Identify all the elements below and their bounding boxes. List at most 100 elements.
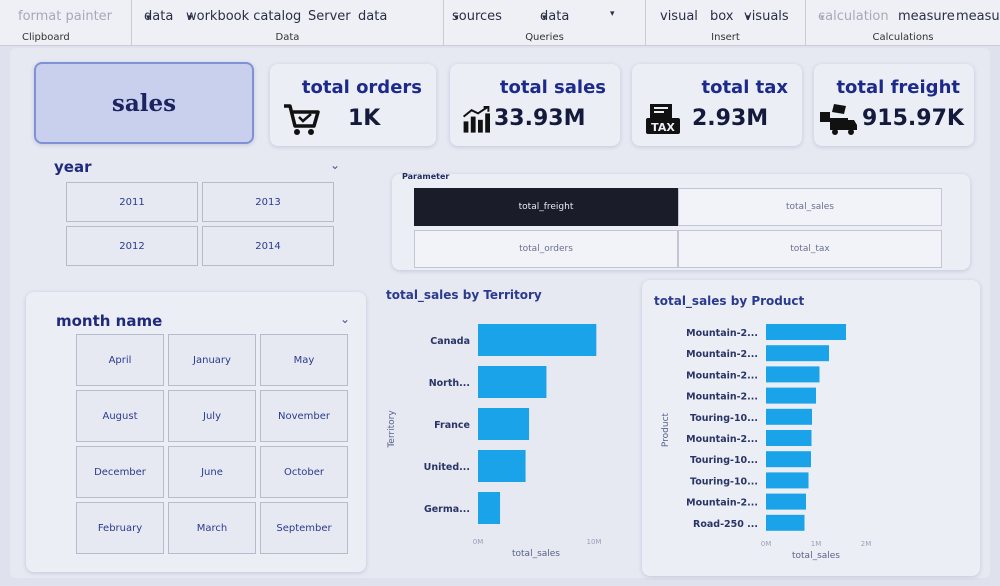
growth-chart-icon: [462, 106, 490, 133]
parameter-option[interactable]: total_orders: [414, 230, 678, 268]
category-label: Mountain-2...: [686, 434, 758, 445]
data-button[interactable]: data ▾: [144, 9, 174, 24]
month-option[interactable]: April: [76, 334, 164, 386]
bar[interactable]: [478, 324, 597, 356]
bar[interactable]: [766, 472, 809, 489]
parameter-option[interactable]: total_tax: [678, 230, 942, 268]
cart-icon: [284, 104, 320, 135]
format-painter-button[interactable]: format painter: [18, 9, 113, 24]
kpi-title: total freight: [836, 77, 960, 98]
kpi-total-sales[interactable]: total sales 33.93M: [450, 64, 620, 146]
bar[interactable]: [766, 408, 812, 425]
bar[interactable]: [766, 366, 820, 383]
month-option[interactable]: August: [76, 390, 164, 442]
kpi-total-orders[interactable]: total orders 1K: [270, 64, 436, 146]
bar[interactable]: [766, 345, 829, 362]
category-label: United...: [424, 462, 470, 473]
new-measure-button[interactable]: measure: [956, 9, 1000, 24]
chart-territory[interactable]: total_sales by Territory Canada North... F…: [376, 284, 638, 576]
month-option[interactable]: November: [260, 390, 348, 442]
report-canvas: sales total orders 1K total sales 33.93M…: [10, 48, 990, 578]
slicer-title: month name: [56, 312, 163, 330]
category-label: Mountain-2...: [686, 498, 758, 509]
ribbon-group-calculations: calculation▾ measure measure Calculation…: [806, 0, 1000, 46]
parameter-slicer: Parameter total_freight total_sales tota…: [392, 172, 970, 270]
bar[interactable]: [766, 430, 812, 446]
parameter-title: Parameter: [402, 172, 450, 181]
ribbon-group-clipboard: format painter Clipboard: [0, 0, 132, 46]
ribbon-group-label: Data: [275, 32, 300, 43]
territory-bar-chart: Canada North... France United... Germa... 0M 1…: [387, 324, 602, 559]
chart-title: total_sales by Product: [654, 294, 805, 308]
slicer-title: year: [54, 158, 92, 176]
axis-label-x: total_sales: [512, 549, 560, 559]
text-box-button[interactable]: box: [710, 9, 734, 24]
month-option[interactable]: July: [168, 390, 256, 442]
chart-product[interactable]: total_sales by Product Mountain-2... Moun…: [642, 280, 980, 576]
year-option[interactable]: 2014: [202, 226, 334, 266]
bar[interactable]: [478, 492, 501, 524]
category-label: Mountain-2...: [686, 370, 758, 381]
bar[interactable]: [766, 324, 846, 340]
month-option[interactable]: June: [168, 446, 256, 498]
ribbon-group-label: Clipboard: [22, 32, 70, 43]
data-button-2[interactable]: data: [358, 9, 388, 24]
category-label: Touring-10...: [690, 476, 758, 487]
category-label: North...: [429, 378, 470, 389]
new-visual-button[interactable]: visual: [660, 9, 698, 24]
kpi-value: 33.93M: [494, 106, 586, 131]
month-option[interactable]: December: [76, 446, 164, 498]
year-option[interactable]: 2011: [66, 182, 198, 222]
month-option[interactable]: January: [168, 334, 256, 386]
year-option[interactable]: 2013: [202, 182, 334, 222]
chevron-down-icon[interactable]: ▾: [610, 9, 615, 19]
bar[interactable]: [478, 366, 547, 398]
chevron-down-icon[interactable]: ⌄: [340, 312, 351, 326]
parameter-option[interactable]: total_sales: [678, 188, 942, 226]
month-option[interactable]: May: [260, 334, 348, 386]
tick-label: 10M: [587, 538, 602, 546]
category-label: Touring-10...: [690, 455, 758, 466]
month-option[interactable]: October: [260, 446, 348, 498]
kpi-total-freight[interactable]: total freight 915.97K: [814, 64, 974, 146]
ribbon: format painter Clipboard data ▾ workbook …: [0, 0, 1000, 46]
category-label: Germa...: [424, 504, 470, 515]
category-label: Mountain-2...: [686, 328, 758, 339]
new-calculation-button[interactable]: calculation ▾: [818, 9, 889, 24]
kpi-value: 915.97K: [862, 106, 964, 131]
ribbon-group-insert: visual box visuals ▾ Insert: [646, 0, 806, 46]
kpi-title: total tax: [701, 77, 788, 98]
parameter-option-selected[interactable]: total_freight: [414, 188, 678, 226]
month-slicer: month name ⌄ April January May August July No…: [26, 292, 366, 572]
ribbon-group-queries: sources ▾ data ▾ ▾ Queries: [444, 0, 646, 46]
year-slicer: year ⌄ 2011 2013 2012 2014: [50, 154, 346, 268]
bar[interactable]: [766, 387, 816, 404]
bar[interactable]: [766, 493, 806, 510]
category-label: Canada: [430, 336, 470, 347]
month-option[interactable]: March: [168, 502, 256, 554]
quick-measure-button[interactable]: measure: [898, 9, 955, 24]
dashboard-title: sales: [111, 89, 177, 117]
chevron-down-icon[interactable]: ⌄: [330, 158, 341, 172]
sources-button[interactable]: sources ▾: [452, 9, 502, 24]
ribbon-group-label: Insert: [711, 32, 740, 43]
workbook-catalog-button[interactable]: workbook catalog ▾: [186, 9, 302, 24]
more-visuals-button[interactable]: visuals ▾: [744, 9, 789, 24]
bar[interactable]: [766, 451, 811, 468]
month-option[interactable]: February: [76, 502, 164, 554]
tick-label: 0M: [473, 538, 484, 546]
server-button[interactable]: Server: [308, 9, 351, 24]
month-option[interactable]: September: [260, 502, 348, 554]
transform-data-button[interactable]: data ▾: [540, 9, 570, 24]
dashboard-title-card: sales: [34, 62, 254, 144]
product-bar-chart: Mountain-2... Mountain-2... Mountain-2... M…: [661, 324, 871, 561]
bar[interactable]: [766, 514, 805, 531]
kpi-total-tax[interactable]: total tax TAX 2.93M: [632, 64, 802, 146]
category-label: Mountain-2...: [686, 349, 758, 360]
bar[interactable]: [478, 450, 526, 482]
ribbon-group-label: Queries: [525, 32, 564, 43]
chart-title: total_sales by Territory: [386, 288, 542, 302]
tick-label: 1M: [811, 540, 822, 548]
year-option[interactable]: 2012: [66, 226, 198, 266]
bar[interactable]: [478, 408, 530, 440]
